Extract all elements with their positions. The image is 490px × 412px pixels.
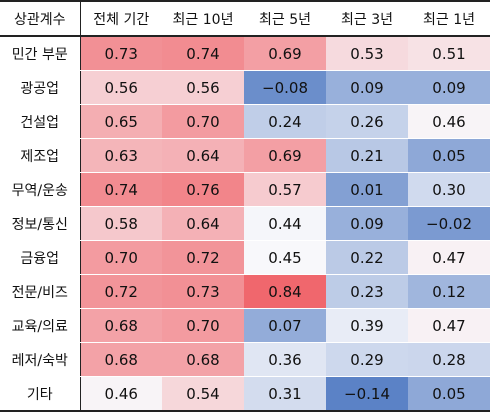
row-label: 정보/통신 bbox=[0, 206, 81, 241]
heatmap-cell: 0.53 bbox=[326, 36, 408, 71]
heatmap-cell: 0.07 bbox=[244, 308, 326, 343]
row-label: 민간 부문 bbox=[0, 36, 81, 71]
heatmap-cell: 0.74 bbox=[80, 172, 162, 207]
heatmap-cell: 0.39 bbox=[326, 308, 408, 343]
heatmap-cell: 0.45 bbox=[244, 240, 326, 275]
heatmap-cell: 0.72 bbox=[80, 274, 162, 309]
heatmap-cell: 0.76 bbox=[162, 172, 244, 207]
table-row: 무역/운송 0.74 0.76 0.57 0.01 0.30 bbox=[0, 172, 490, 207]
heatmap-cell: 0.51 bbox=[408, 36, 490, 71]
heatmap-cell: 0.01 bbox=[326, 172, 408, 207]
column-header-2: 최근 5년 bbox=[244, 0, 326, 37]
row-label: 전문/비즈 bbox=[0, 274, 81, 309]
heatmap-cell: 0.69 bbox=[244, 138, 326, 173]
heatmap-cell: 0.70 bbox=[162, 104, 244, 139]
table-row: 제조업 0.63 0.64 0.69 0.21 0.05 bbox=[0, 138, 490, 173]
heatmap-cell: 0.28 bbox=[408, 342, 490, 377]
heatmap-cell: 0.21 bbox=[326, 138, 408, 173]
heatmap-cell: 0.72 bbox=[162, 240, 244, 275]
heatmap-cell: 0.36 bbox=[244, 342, 326, 377]
row-label: 광공업 bbox=[0, 70, 81, 105]
heatmap-cell: 0.44 bbox=[244, 206, 326, 241]
heatmap-cell: 0.30 bbox=[408, 172, 490, 207]
heatmap-cell: 0.68 bbox=[80, 342, 162, 377]
heatmap-cell: 0.63 bbox=[80, 138, 162, 173]
row-label: 교육/의료 bbox=[0, 308, 81, 343]
heatmap-cell: −0.02 bbox=[408, 206, 490, 241]
table-row: 금융업 0.70 0.72 0.45 0.22 0.47 bbox=[0, 240, 490, 275]
row-label: 기타 bbox=[0, 376, 81, 412]
heatmap-cell: 0.56 bbox=[162, 70, 244, 105]
heatmap-cell: −0.08 bbox=[244, 70, 326, 105]
heatmap-cell: 0.57 bbox=[244, 172, 326, 207]
heatmap-cell: 0.12 bbox=[408, 274, 490, 309]
heatmap-cell: 0.05 bbox=[408, 376, 490, 412]
heatmap-cell: 0.09 bbox=[326, 70, 408, 105]
heatmap-cell: 0.26 bbox=[326, 104, 408, 139]
heatmap-cell: 0.09 bbox=[408, 70, 490, 105]
heatmap-cell: 0.47 bbox=[408, 308, 490, 343]
heatmap-cell: 0.84 bbox=[244, 274, 326, 309]
heatmap-cell: 0.31 bbox=[244, 376, 326, 412]
row-label: 금융업 bbox=[0, 240, 81, 275]
table-row: 건설업 0.65 0.70 0.24 0.26 0.46 bbox=[0, 104, 490, 139]
heatmap-cell: 0.46 bbox=[408, 104, 490, 139]
column-header-3: 최근 3년 bbox=[326, 0, 408, 37]
heatmap-cell: 0.46 bbox=[80, 376, 162, 412]
header-row: 상관계수 전체 기간 최근 10년 최근 5년 최근 3년 최근 1년 bbox=[0, 0, 490, 37]
table-row: 전문/비즈 0.72 0.73 0.84 0.23 0.12 bbox=[0, 274, 490, 309]
column-header-0: 전체 기간 bbox=[80, 0, 162, 37]
row-label: 레저/숙박 bbox=[0, 342, 81, 377]
column-header-4: 최근 1년 bbox=[408, 0, 490, 37]
heatmap-cell: 0.23 bbox=[326, 274, 408, 309]
table-row: 교육/의료 0.68 0.70 0.07 0.39 0.47 bbox=[0, 308, 490, 343]
heatmap-cell: 0.68 bbox=[80, 308, 162, 343]
heatmap-cell: 0.64 bbox=[162, 138, 244, 173]
heatmap-cell: 0.73 bbox=[80, 36, 162, 71]
heatmap-cell: 0.29 bbox=[326, 342, 408, 377]
table-row: 정보/통신 0.58 0.64 0.44 0.09 −0.02 bbox=[0, 206, 490, 241]
heatmap-cell: 0.73 bbox=[162, 274, 244, 309]
heatmap-cell: 0.70 bbox=[162, 308, 244, 343]
row-label: 건설업 bbox=[0, 104, 81, 139]
row-label: 제조업 bbox=[0, 138, 81, 173]
corner-label: 상관계수 bbox=[0, 0, 81, 37]
heatmap-cell: 0.58 bbox=[80, 206, 162, 241]
column-header-1: 최근 10년 bbox=[162, 0, 244, 37]
heatmap-body: 민간 부문 0.73 0.74 0.69 0.53 0.51 광공업 0.56 0.56 −0.0… bbox=[0, 36, 490, 412]
heatmap-cell: 0.24 bbox=[244, 104, 326, 139]
row-label: 무역/운송 bbox=[0, 172, 81, 207]
heatmap-cell: 0.56 bbox=[80, 70, 162, 105]
heatmap-cell: 0.65 bbox=[80, 104, 162, 139]
heatmap-cell: 0.69 bbox=[244, 36, 326, 71]
table-row: 레저/숙박 0.68 0.68 0.36 0.29 0.28 bbox=[0, 342, 490, 377]
table-row: 광공업 0.56 0.56 −0.08 0.09 0.09 bbox=[0, 70, 490, 105]
heatmap-cell: 0.09 bbox=[326, 206, 408, 241]
heatmap-cell: 0.68 bbox=[162, 342, 244, 377]
heatmap-cell: 0.47 bbox=[408, 240, 490, 275]
heatmap-cell: 0.74 bbox=[162, 36, 244, 71]
heatmap-cell: 0.54 bbox=[162, 376, 244, 412]
heatmap-cell: −0.14 bbox=[326, 376, 408, 412]
heatmap-cell: 0.05 bbox=[408, 138, 490, 173]
table-row: 기타 0.46 0.54 0.31 −0.14 0.05 bbox=[0, 376, 490, 412]
table-row: 민간 부문 0.73 0.74 0.69 0.53 0.51 bbox=[0, 36, 490, 71]
heatmap-cell: 0.70 bbox=[80, 240, 162, 275]
heatmap-cell: 0.64 bbox=[162, 206, 244, 241]
heatmap-cell: 0.22 bbox=[326, 240, 408, 275]
